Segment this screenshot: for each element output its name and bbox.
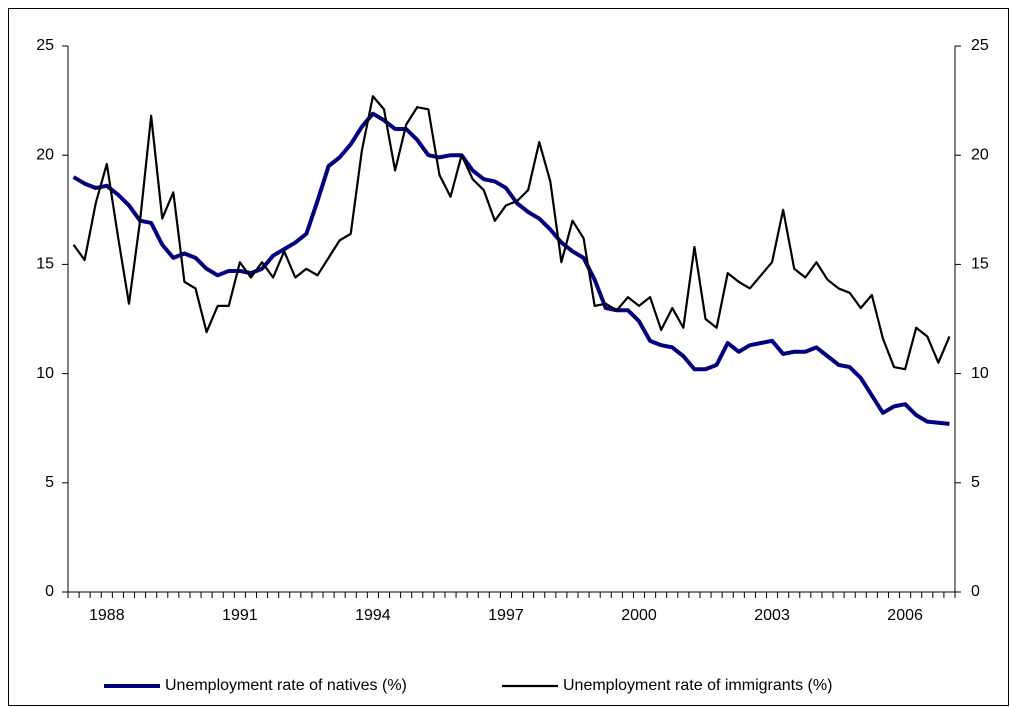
series-line xyxy=(72,95,951,371)
y-tick-label: 20 xyxy=(36,146,54,163)
legend-label: Unemployment rate of natives (%) xyxy=(165,677,407,694)
y2-tick-label: 0 xyxy=(971,583,980,600)
y2-tick-label: 10 xyxy=(971,365,989,382)
y-tick-label: 25 xyxy=(36,37,54,54)
x-tick-label: 1994 xyxy=(355,607,391,624)
y2-tick-label: 15 xyxy=(971,256,989,273)
y2-tick-label: 5 xyxy=(971,474,980,491)
y2-tick-label: 25 xyxy=(971,37,989,54)
x-tick-label: 1988 xyxy=(89,607,125,624)
chart-frame xyxy=(8,8,1009,706)
x-tick-label: 2006 xyxy=(887,607,923,624)
x-tick-label: 2003 xyxy=(754,607,790,624)
y2-tick-label: 20 xyxy=(971,146,989,163)
x-tick-label: 1997 xyxy=(488,607,524,624)
y-tick-label: 15 xyxy=(36,256,54,273)
x-tick-label: 2000 xyxy=(621,607,657,624)
legend-label: Unemployment rate of immigrants (%) xyxy=(563,677,832,694)
y-tick-label: 10 xyxy=(36,365,54,382)
series-line xyxy=(72,111,950,426)
x-tick-label: 1991 xyxy=(222,607,258,624)
y-tick-label: 0 xyxy=(45,583,54,600)
y-tick-label: 5 xyxy=(45,474,54,491)
